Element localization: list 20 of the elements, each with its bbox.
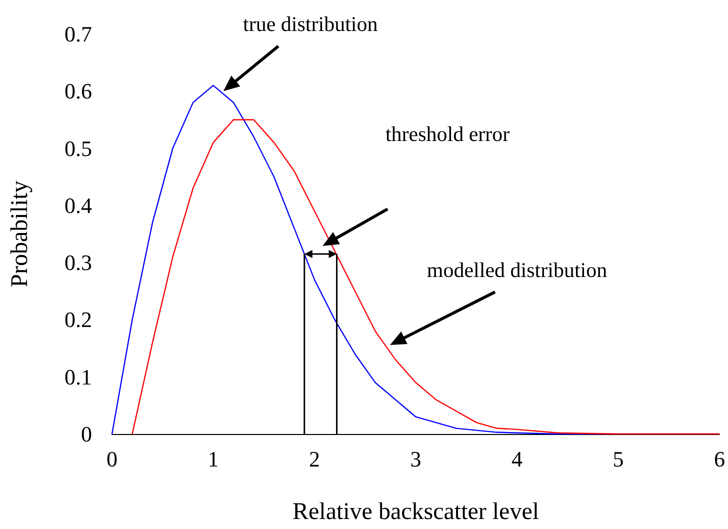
y-tick-label: 0.2 [64,307,92,332]
annotation: threshold error [385,122,510,146]
y-axis-title: Probability [7,180,33,288]
x-tick-label: 0 [106,446,118,472]
y-tick-label: 0.4 [64,192,92,218]
y-tick-label: 0.7 [64,22,92,46]
x-tick-label: 1 [208,446,219,472]
y-tick-label: 0 [81,422,92,446]
y-tick-label: 0.5 [64,136,92,161]
y-tick-label: 0.6 [64,78,92,104]
x-tick-label: 6 [714,446,725,472]
y-tick-label: 0.1 [64,364,92,390]
x-tick-label: 4 [512,446,522,472]
annotation: true distribution [243,12,378,36]
x-tick-label: 3 [410,446,422,472]
x-tick-label: 5 [612,446,624,472]
y-tick-label: 0.3 [64,250,92,276]
x-axis-title: Relative backscatter level [292,499,540,525]
annotation: modelled distribution [426,258,608,282]
x-tick-label: 2 [309,446,320,472]
